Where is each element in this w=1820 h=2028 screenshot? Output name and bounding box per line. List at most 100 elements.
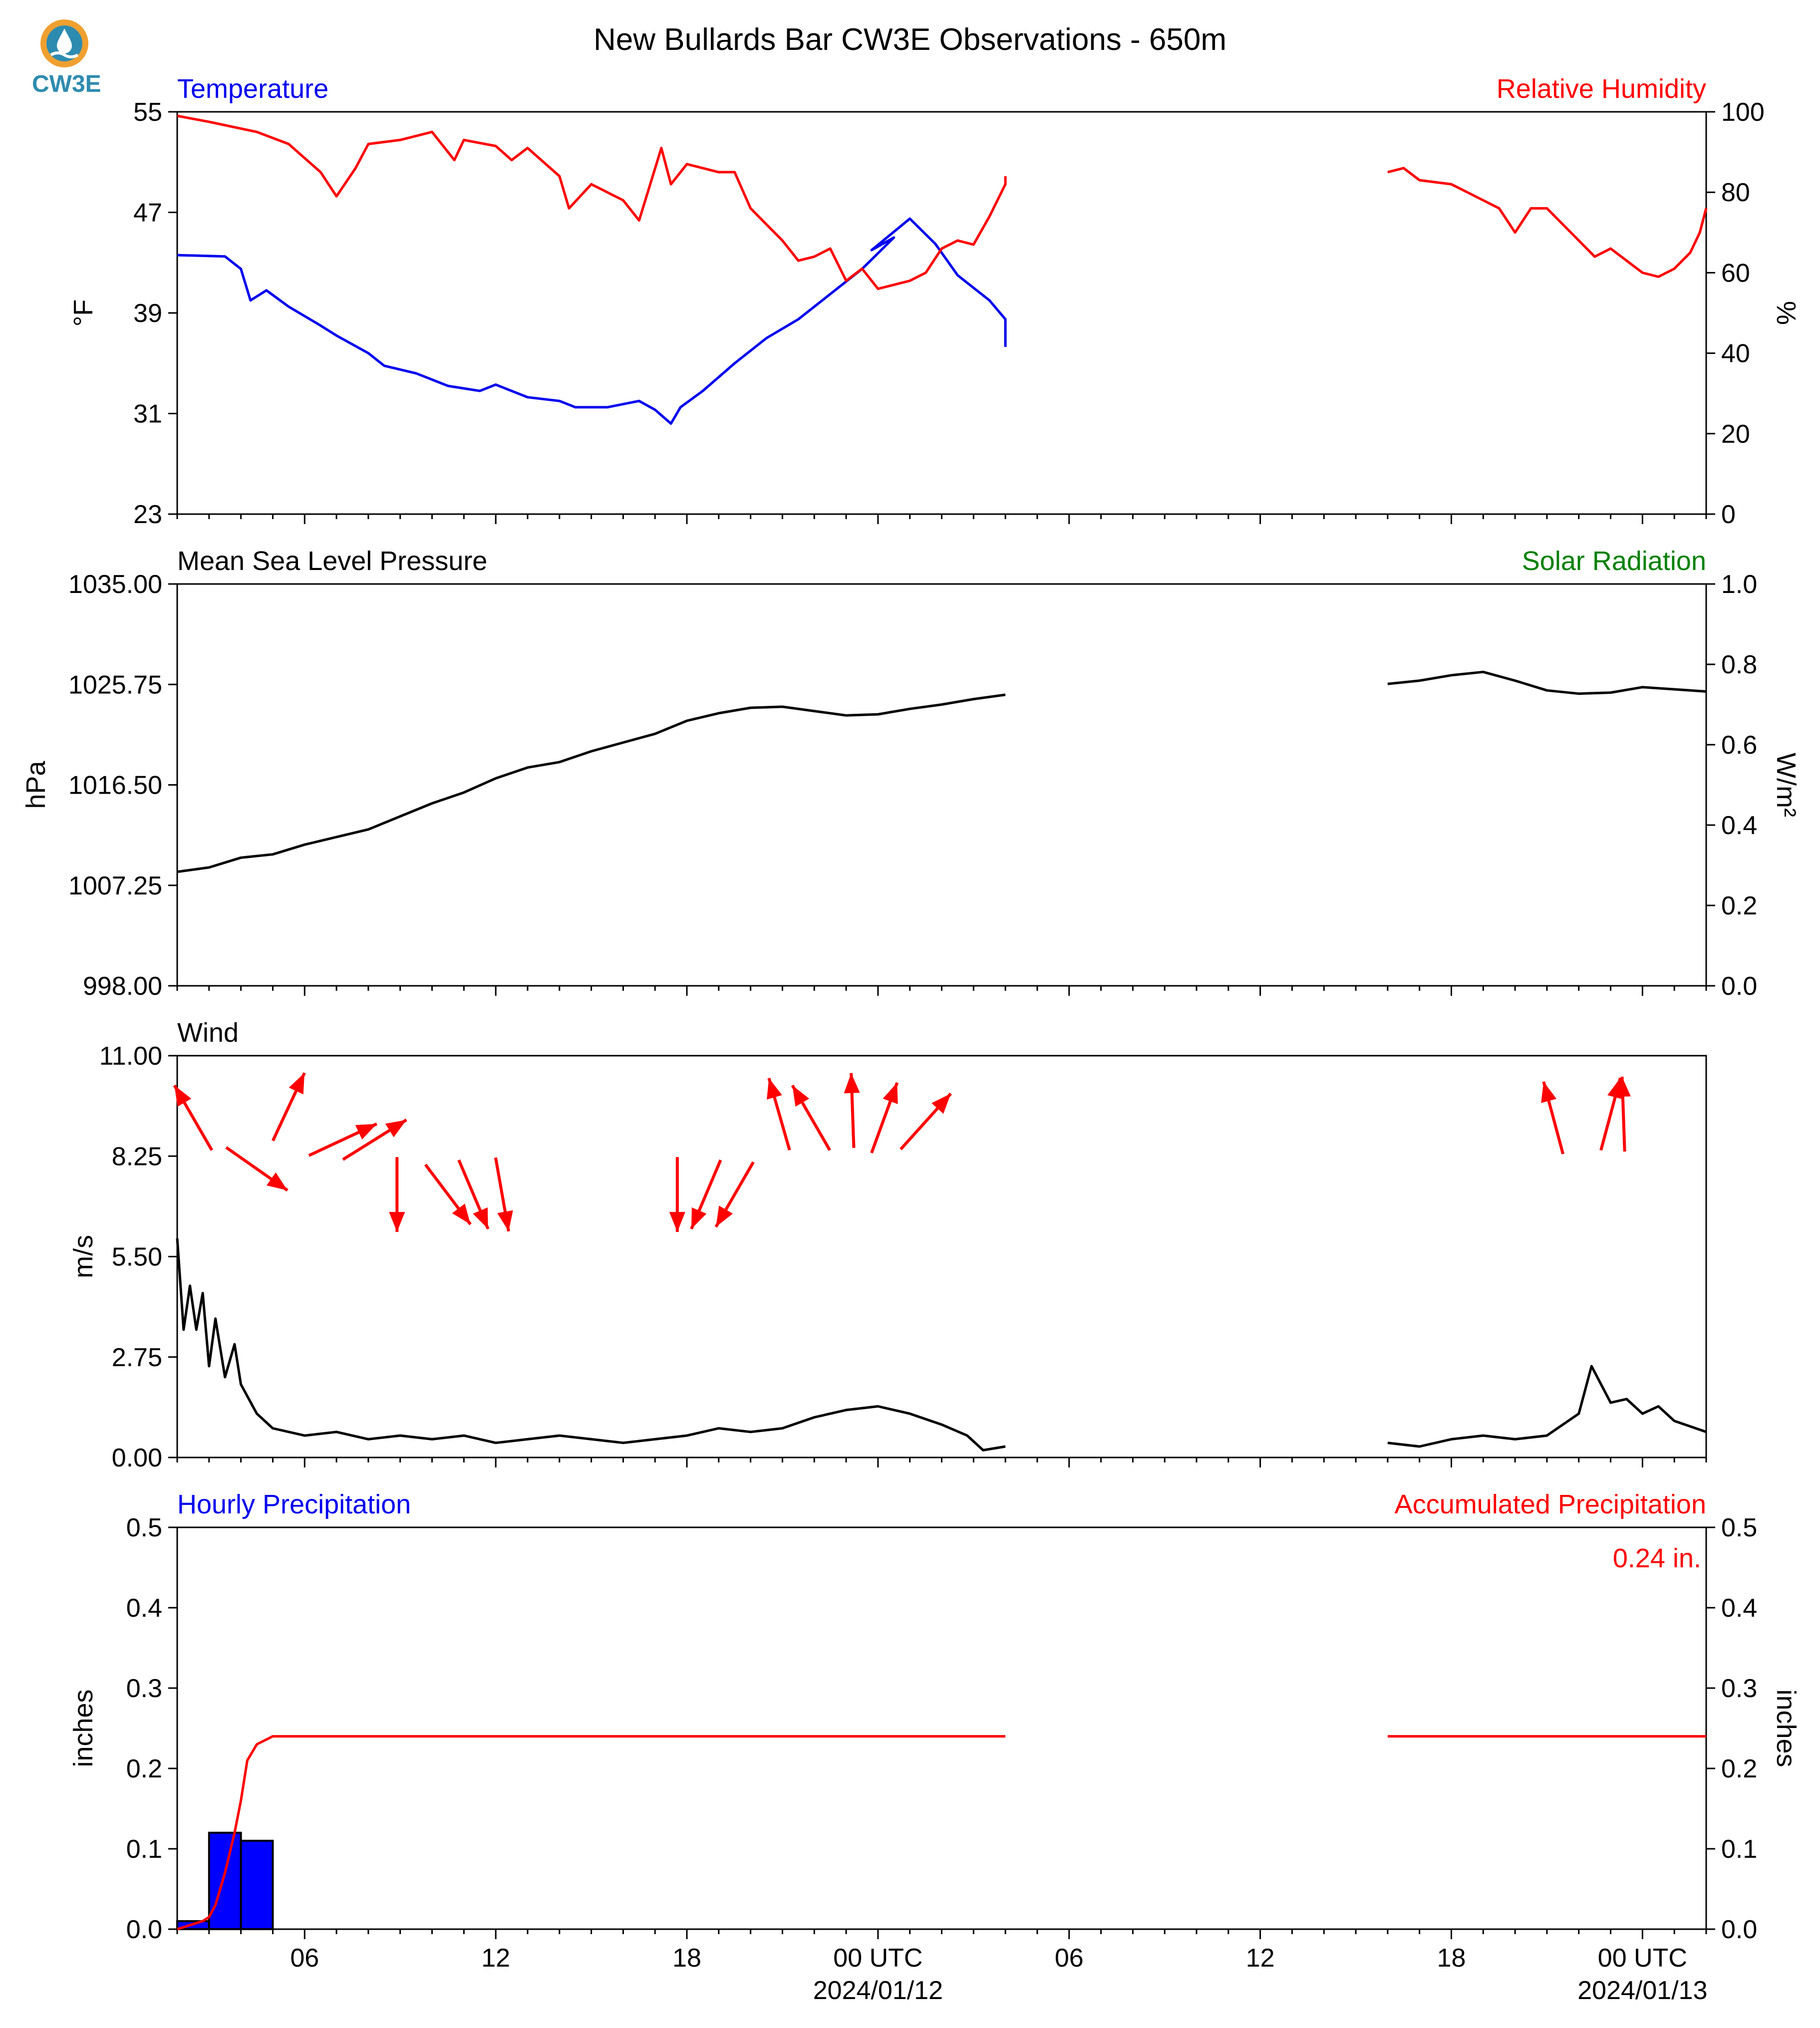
y-tick-label: 39 [133,299,162,328]
y-axis-label: m/s [68,1235,98,1278]
x-tick-label: 06 [1055,1944,1084,1973]
x-date-label: 2024/01/12 [813,1976,943,2005]
panel-left-title: Mean Sea Level Pressure [177,546,487,576]
x-tick-label: 12 [481,1944,510,1973]
y2-tick-label: 0.0 [1721,1915,1757,1944]
y2-tick-label: 100 [1721,98,1765,127]
y-tick-label: 1016.50 [68,771,162,800]
x-tick-label: 06 [290,1944,319,1973]
series-line [1387,670,1707,695]
plot-frame [176,111,1707,515]
y-tick-label: 0.1 [126,1835,162,1864]
y-tick-label: 0.5 [126,1513,162,1542]
y2-tick-label: 0.8 [1721,650,1757,679]
y-tick-label: 0.00 [112,1444,162,1472]
x-tick-label: 18 [1437,1944,1466,1973]
y2-axis-label: % [1771,301,1801,325]
y2-tick-label: 0.4 [1721,811,1757,840]
wind-arrow-head [389,1212,405,1232]
wind-arrow-head [174,1085,192,1107]
y-tick-label: 8.25 [112,1142,162,1171]
panel-left-title: Hourly Precipitation [177,1489,411,1519]
series-line [1387,1365,1707,1448]
x-tick-label: 12 [1246,1944,1275,1973]
pressure-solar-panel: 998.00 1007.25 1016.50 1025.75 1035.00 0.0 0.2… [21,546,1801,1001]
precip-bar [240,1839,274,1930]
y-tick-label: 0.0 [126,1915,162,1944]
y-tick-label: 0.4 [126,1594,162,1623]
y-axis-label: °F [68,299,98,327]
wind-arrow-head [669,1212,685,1232]
panel-right-title: Relative Humidity [1497,74,1706,104]
y2-tick-label: 80 [1721,178,1750,207]
series-line [176,1238,1006,1451]
x-tick-label: 18 [672,1944,701,1973]
y2-tick-label: 1.0 [1721,570,1757,599]
y2-tick-label: 60 [1721,259,1750,288]
cw3e-drop-logo-icon [40,19,88,67]
logo-text: CW3E [32,71,101,97]
wind-arrow-head [767,1078,782,1100]
y-tick-label: 1035.00 [68,570,162,599]
y-tick-label: 31 [133,400,162,429]
wind-arrow-head [289,1073,305,1095]
figure-title: New Bullards Bar CW3E Observations - 650… [594,22,1226,57]
y2-tick-label: 0.3 [1721,1674,1757,1703]
plot-frame [176,583,1707,987]
x-date-label: 2024/01/13 [1577,1976,1707,2005]
precipitation-panel: 0.0 0.1 0.2 0.3 0.4 0.5 0.0 0.1 0.2 0.3 0.4 0.5 Hour… [68,1489,1801,1944]
y2-tick-label: 0.2 [1721,1754,1757,1783]
y2-tick-label: 0.0 [1721,972,1757,1001]
y2-tick-label: 0.4 [1721,1594,1757,1623]
plot-frame [176,1055,1707,1458]
series-line [177,693,1006,873]
y2-tick-label: 0.6 [1721,731,1757,760]
y-tick-label: 0.2 [126,1754,162,1783]
y-tick-label: 5.50 [112,1243,162,1272]
y2-tick-label: 0.5 [1721,1513,1757,1542]
x-tick-label: 00 UTC [1598,1944,1687,1973]
wind-arrow-head [1541,1081,1557,1103]
wind-arrow-head [497,1210,513,1231]
cw3e-logo: CW3E [32,16,101,98]
y2-tick-label: 20 [1721,420,1750,449]
y-tick-label: 2.75 [112,1343,162,1372]
wind-arrow-head [267,1172,288,1190]
y-tick-label: 55 [133,98,162,127]
series-line [177,114,1007,290]
wind-arrow-head [792,1085,810,1107]
wind-arrow-head [844,1073,860,1094]
series-line [177,217,1007,425]
wind-arrow-head [883,1082,898,1104]
y-tick-label: 998.00 [83,972,162,1001]
series-line [1387,167,1708,278]
y2-tick-label: 0.2 [1721,891,1757,920]
panel-right-title: Accumulated Precipitation [1395,1489,1706,1519]
y-axis-label: inches [68,1689,98,1767]
y-tick-label: 0.3 [126,1674,162,1703]
wind-arrow-head [1614,1077,1631,1097]
temperature-humidity-panel: 23 31 39 47 55 0 20 40 60 80 100 Temperature Relativ… [68,74,1801,529]
accumulation-annotation: 0.24 in. [1613,1543,1701,1573]
x-tick-label: 00 UTC [833,1944,922,1973]
wind-arrow-head [716,1205,733,1227]
plot-frame [176,1526,1707,1930]
y-tick-label: 11.00 [99,1042,162,1071]
y2-axis-label: W/m² [1771,753,1801,817]
wind-arrow-head [691,1207,707,1229]
y2-axis-label: inches [1771,1689,1801,1767]
y-tick-label: 23 [133,500,162,529]
series-line [177,1735,1006,1931]
panel-left-title: Temperature [177,74,328,104]
y-tick-label: 1025.75 [68,670,162,699]
wind-arrow-head [355,1124,377,1140]
y2-tick-label: 40 [1721,339,1750,368]
y2-tick-label: 0.1 [1721,1835,1757,1864]
y-tick-label: 1007.25 [68,871,162,900]
y-tick-label: 47 [133,199,162,228]
y-axis-label: hPa [21,760,51,809]
wind-arrow-head [931,1093,951,1114]
y2-tick-label: 0 [1721,500,1736,529]
precip-bar [208,1831,242,1931]
